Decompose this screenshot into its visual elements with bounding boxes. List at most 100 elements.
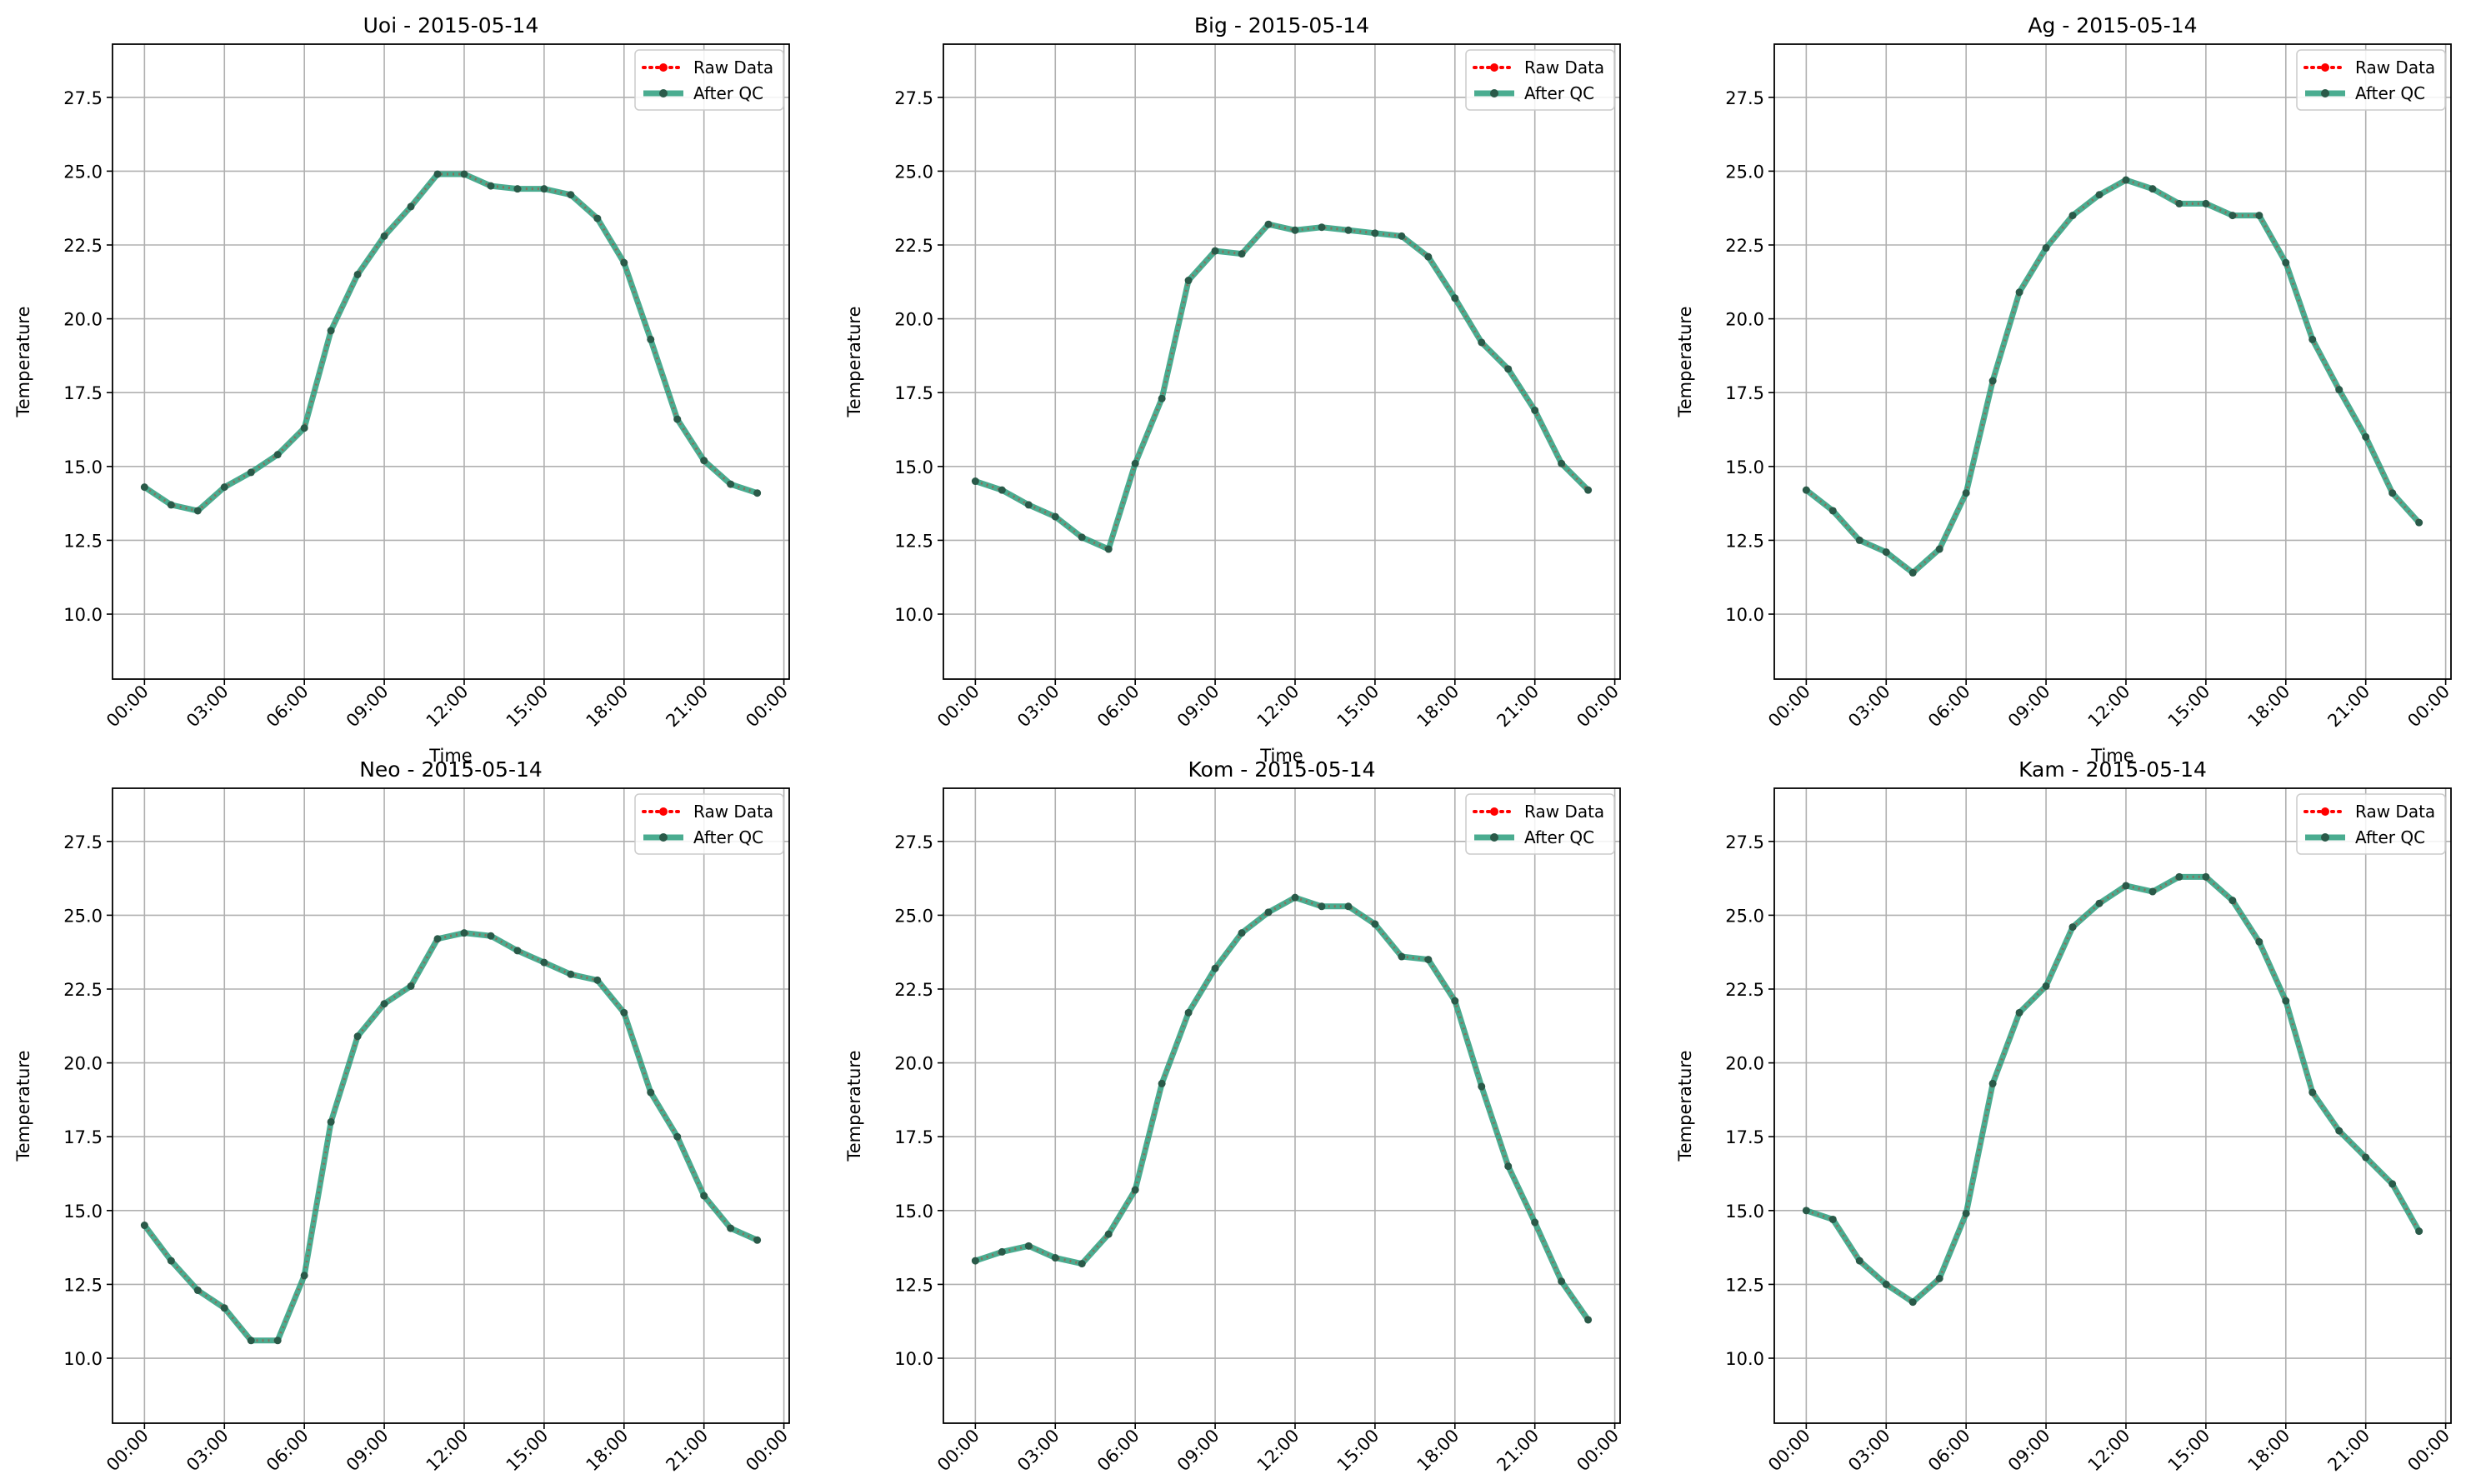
y-tick-label: 27.5 — [63, 88, 103, 108]
x-tick-label: 00:00 — [1573, 1426, 1623, 1476]
series-line-raw-data — [1805, 875, 2420, 1304]
data-point — [2335, 386, 2343, 394]
x-tick-label: 00:00 — [1764, 682, 1814, 732]
axes-frame — [112, 787, 790, 1424]
data-point — [1291, 226, 1299, 234]
x-tick-label: 03:00 — [183, 1426, 233, 1476]
y-tick-label: 12.5 — [894, 531, 933, 551]
y-tick-label: 25.0 — [1725, 162, 1764, 182]
subplot-2: 10.0 12.5 15.0 17.5 20.0 22.5 25.0 27.5 00:00 03:… — [844, 13, 1623, 766]
data-point — [2362, 432, 2370, 441]
data-point — [1238, 250, 1246, 258]
chart-title: Kom - 2015-05-14 — [1188, 757, 1376, 782]
series-line-after-qc — [974, 894, 1591, 1322]
data-point — [1828, 1215, 1837, 1223]
y-tick-label: 20.0 — [63, 310, 103, 330]
data-point — [1344, 226, 1353, 234]
axes-frame — [112, 43, 790, 680]
x-tick-label: 09:00 — [2004, 1426, 2054, 1476]
x-tick-label: 21:00 — [2323, 1426, 2373, 1476]
x-tick-label: 00:00 — [933, 1426, 983, 1476]
data-point — [1078, 533, 1086, 542]
x-tick-label: 18:00 — [1413, 1426, 1463, 1476]
legend: Raw Data After QC — [634, 793, 784, 855]
data-point — [193, 1287, 202, 1295]
data-point — [2015, 1008, 2023, 1017]
series-line-after-qc — [143, 171, 758, 514]
data-point — [1051, 512, 1059, 521]
data-point — [971, 477, 979, 486]
y-tick-label: 22.5 — [1725, 236, 1764, 256]
legend-label-after-qc: After QC — [693, 83, 763, 103]
legend-marker-raw-data — [1490, 807, 1498, 816]
y-tick-label: 17.5 — [63, 383, 103, 403]
data-point — [593, 214, 602, 222]
y-tick-label: 25.0 — [894, 162, 933, 182]
data-point — [380, 232, 388, 240]
data-point — [1478, 338, 1486, 347]
y-tick-label: 25.0 — [63, 162, 103, 182]
subplot-3: 10.0 12.5 15.0 17.5 20.0 22.5 25.0 27.5 00:00 03:… — [1675, 13, 2453, 766]
data-point — [1078, 1260, 1086, 1268]
data-point — [273, 451, 282, 459]
series-line-after-qc — [1805, 873, 2422, 1306]
x-tick-label: 18:00 — [1413, 682, 1463, 732]
data-point — [460, 929, 468, 937]
data-point — [1531, 1218, 1539, 1227]
subplot-5: 10.0 12.5 15.0 17.5 20.0 22.5 25.0 27.5 00:00 03:… — [844, 757, 1623, 1476]
data-point — [1211, 247, 1219, 255]
data-point — [2335, 1127, 2343, 1135]
series-line-raw-data — [1805, 178, 2420, 575]
y-tick-label: 12.5 — [894, 1275, 933, 1295]
series-line-after-qc — [142, 930, 759, 1344]
series-line-after-qc — [1804, 177, 2422, 576]
x-tick-label: 06:00 — [1924, 682, 1974, 732]
data-point — [1024, 501, 1033, 509]
data-point — [1424, 956, 1433, 964]
data-point — [1504, 1162, 1513, 1171]
data-point — [2015, 288, 2023, 297]
data-point — [353, 270, 362, 278]
data-point — [1371, 920, 1379, 928]
data-point — [1935, 545, 1943, 553]
y-tick-label: 15.0 — [63, 1202, 103, 1222]
y-tick-label: 20.0 — [1725, 1054, 1764, 1074]
y-tick-label: 22.5 — [63, 236, 103, 256]
y-tick-label: 10.0 — [894, 1349, 933, 1369]
data-point — [1908, 568, 1917, 577]
chart-title: Uoi - 2015-05-14 — [363, 13, 539, 37]
data-point — [1802, 1207, 1810, 1215]
x-axis-label: Time — [428, 746, 472, 766]
y-tick-label: 20.0 — [63, 1054, 103, 1074]
x-tick-label: 03:00 — [1844, 1426, 1894, 1476]
data-point — [998, 486, 1006, 494]
data-point — [1855, 1257, 1863, 1265]
series-line-after-qc — [974, 221, 1591, 552]
subplot-1: 10.0 12.5 15.0 17.5 20.0 22.5 25.0 27.5 00:00 03:… — [13, 13, 792, 766]
data-point — [727, 480, 735, 488]
data-point — [1398, 952, 1406, 961]
legend: Raw Data After QC — [1465, 793, 1615, 855]
data-point — [2095, 899, 2103, 907]
series-line-raw-data — [143, 172, 758, 512]
data-point — [487, 932, 495, 940]
y-tick-label: 27.5 — [63, 832, 103, 852]
x-tick-label: 00:00 — [1573, 682, 1623, 732]
x-tick-label: 03:00 — [1844, 682, 1894, 732]
x-tick-label: 12:00 — [2084, 682, 2134, 732]
data-point — [647, 1088, 655, 1097]
data-point — [2042, 244, 2050, 252]
y-tick-label: 15.0 — [63, 457, 103, 477]
x-tick-label: 12:00 — [423, 682, 473, 732]
data-point — [1802, 486, 1810, 494]
data-point — [700, 457, 708, 465]
x-axis-label: Time — [2090, 746, 2133, 766]
x-tick-label: 00:00 — [103, 682, 153, 732]
data-point — [1158, 394, 1166, 402]
data-point — [673, 1132, 682, 1141]
data-point — [1264, 908, 1273, 917]
legend-marker-after-qc — [2321, 833, 2329, 842]
data-point — [998, 1247, 1006, 1256]
y-tick-label: 12.5 — [63, 531, 103, 551]
data-point — [1424, 252, 1433, 261]
